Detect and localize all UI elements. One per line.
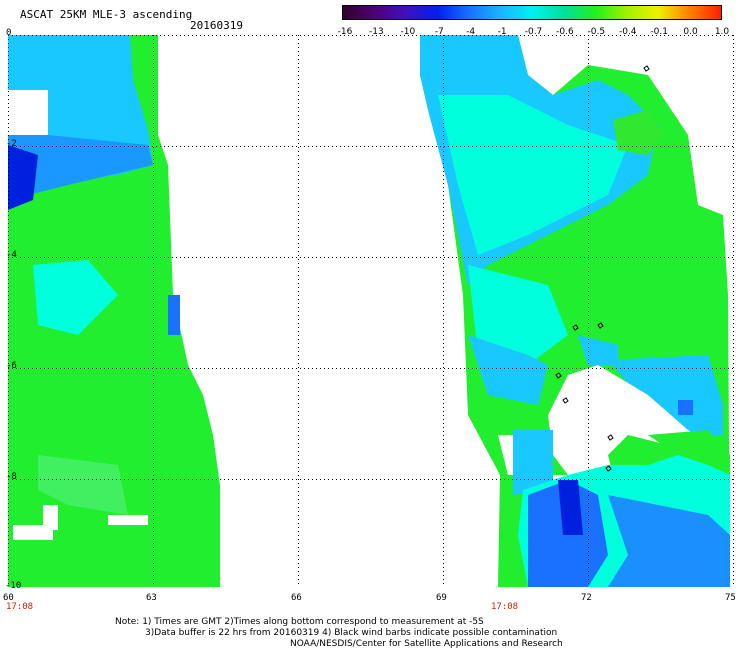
right-swath-cyan: [438, 95, 628, 255]
contamination-barb: [555, 372, 562, 379]
right-swath-sky-5: [513, 430, 553, 495]
left-swath-hole-1: [8, 90, 48, 135]
left-swath-hole-2: [43, 505, 58, 530]
contamination-barb: [607, 434, 614, 441]
colorbar-label: -0.5: [587, 27, 606, 37]
right-swath-sky-2: [468, 335, 548, 405]
colorbar-label: -0.7: [524, 27, 543, 37]
colorbar-label: -1: [497, 27, 507, 37]
colorbar-label: 1.0: [714, 27, 730, 37]
left-swath-hole-3: [13, 525, 53, 540]
y-tick-6: -6: [6, 361, 17, 371]
swath-map: [8, 35, 734, 587]
right-swath-gap-1: [548, 365, 698, 475]
right-swath-lower-deep: [558, 480, 583, 535]
x-tick-66: 66: [291, 593, 302, 603]
contamination-barb: [562, 397, 569, 404]
left-swath-deep-blue: [8, 145, 38, 210]
map-panel: [8, 35, 734, 587]
y-tick-0: 0: [6, 28, 12, 38]
contamination-barb: [597, 322, 604, 329]
colorbar-label: -4: [466, 27, 476, 37]
right-swath-lower-green: [648, 430, 730, 475]
left-swath-light-1: [38, 455, 128, 515]
right-swath-blue-pixel: [678, 400, 693, 415]
y-tick-2: -2: [6, 139, 17, 149]
right-swath-lower-blue-2: [608, 495, 730, 587]
note-line-1: Note: 1) Times are GMT 2)Times along bot…: [115, 617, 484, 627]
contamination-barb: [643, 65, 650, 72]
product-date: 20160319: [190, 19, 243, 32]
y-tick-10: -10: [5, 581, 22, 591]
x-tick-75: 75: [725, 593, 736, 603]
left-swath-blue-strip: [168, 295, 180, 335]
contamination-barb: [572, 324, 579, 331]
colorbar-label: -16: [337, 27, 353, 37]
time-label-left: 17:08: [6, 602, 34, 612]
colorbar-label: -10: [400, 27, 416, 37]
colorbar-label: -0.1: [650, 27, 668, 37]
right-swath-cyan-2: [468, 265, 568, 365]
colorbar: [342, 5, 722, 20]
x-tick-72: 72: [581, 593, 592, 603]
colorbar-label: -0.6: [556, 27, 574, 37]
x-tick-60: 60: [3, 593, 14, 603]
time-label-right: 17:08: [491, 602, 519, 612]
x-tick-69: 69: [436, 593, 447, 603]
y-tick-8: -8: [6, 472, 17, 482]
colorbar-label: -13: [369, 27, 384, 37]
left-swath-hole-4: [108, 515, 148, 525]
colorbar-label: -7: [434, 27, 444, 37]
x-tick-63: 63: [146, 593, 157, 603]
note-line-3: NOAA/NESDIS/Center for Satellite Applica…: [290, 639, 563, 649]
colorbar-label: -0.4: [618, 27, 637, 37]
left-swath-blue: [8, 125, 153, 200]
contamination-barb: [605, 465, 612, 472]
note-line-2: 3)Data buffer is 22 hrs from 20160319 4)…: [145, 628, 558, 638]
right-swath-sky-3: [578, 335, 618, 365]
colorbar-label: 0.0: [683, 27, 698, 37]
right-swath-bright-green: [613, 110, 663, 155]
product-title: ASCAT 25KM MLE-3 ascending: [20, 8, 193, 21]
left-swath-cyan-1: [33, 260, 118, 335]
y-tick-4: -4: [6, 250, 17, 260]
right-swath-sky-4: [608, 355, 723, 435]
